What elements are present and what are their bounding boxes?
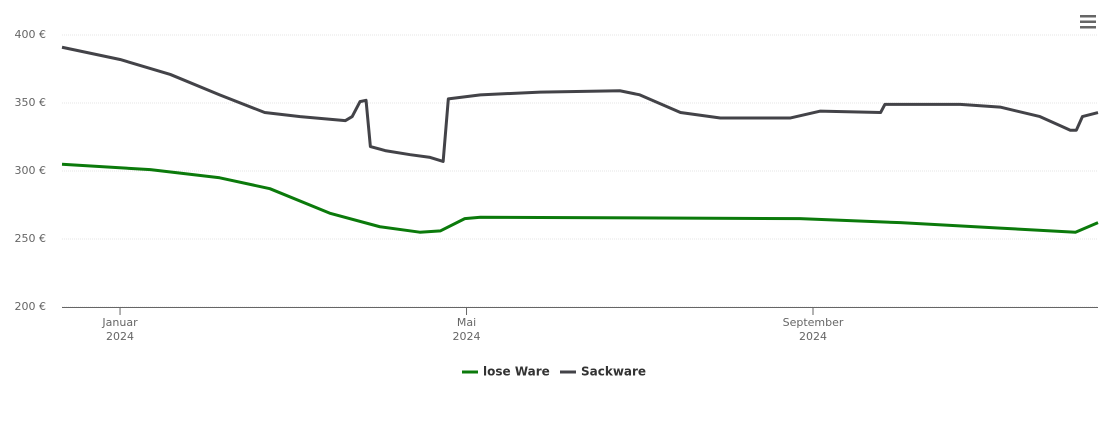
y-tick-label: 250 € bbox=[15, 232, 47, 245]
y-tick-label: 350 € bbox=[15, 96, 47, 109]
menu-bar bbox=[1080, 15, 1096, 18]
line-series bbox=[61, 45, 1099, 163]
menu-bar bbox=[1080, 20, 1096, 23]
x-tick-label: Mai 2024 bbox=[453, 316, 481, 343]
x-tick-label: Januar 2024 bbox=[101, 316, 138, 343]
x-tick-label: September 2024 bbox=[783, 316, 844, 343]
line-series bbox=[61, 162, 1099, 234]
y-tick-label: 300 € bbox=[15, 164, 47, 177]
y-tick-label: 200 € bbox=[15, 300, 47, 313]
y-tick-label: 400 € bbox=[15, 28, 47, 41]
legend-label: lose Ware bbox=[483, 365, 550, 379]
menu-icon[interactable] bbox=[1080, 15, 1096, 29]
legend-label: Sackware bbox=[581, 365, 646, 379]
menu-bar bbox=[1080, 26, 1096, 29]
